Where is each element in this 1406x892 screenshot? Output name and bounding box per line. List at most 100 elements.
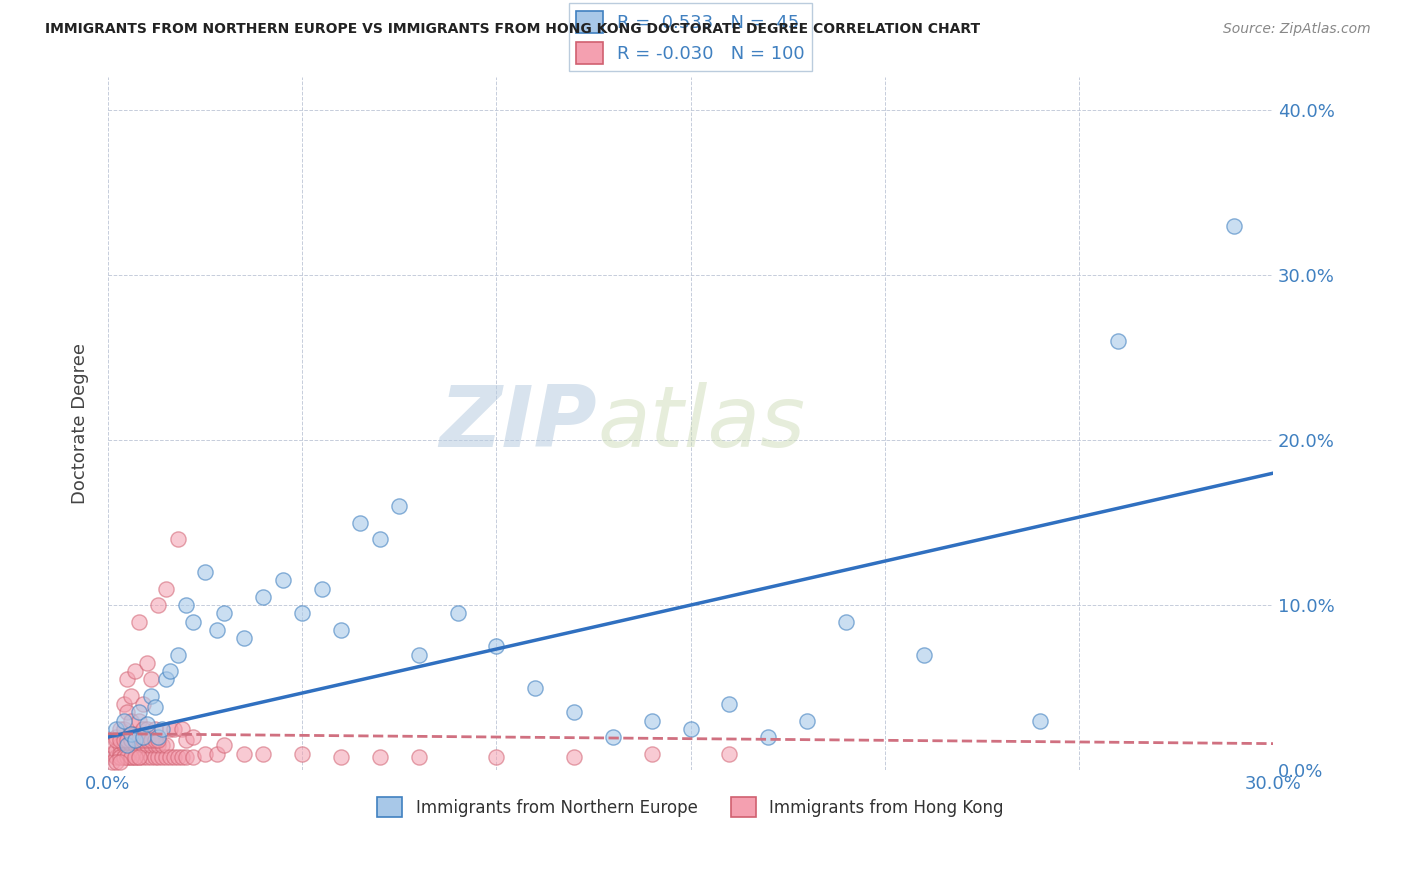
Point [135,722,157,736]
Point [132,730,155,744]
Legend: Immigrants from Northern Europe, Immigrants from Hong Kong: Immigrants from Northern Europe, Immigra… [371,790,1011,824]
Point [349,516,371,530]
Point [330,749,353,764]
Point [104,755,127,769]
Point [120,749,142,764]
Point [174,733,197,747]
Point [602,730,624,744]
Point [124,749,146,764]
Point [368,749,391,764]
Point [1029,714,1052,728]
Point [912,648,935,662]
Point [170,749,193,764]
Point [117,743,139,757]
Point [148,598,170,612]
Point [132,733,155,747]
Point [143,738,166,752]
Point [388,499,411,513]
Point [117,749,139,764]
Point [148,733,170,747]
Point [232,631,254,645]
Point [446,607,468,621]
Point [120,738,142,752]
Point [143,700,166,714]
Point [112,738,135,752]
Point [139,733,162,747]
Point [104,749,127,764]
Point [108,722,131,736]
Point [252,590,274,604]
Point [291,747,314,761]
Point [408,648,430,662]
Text: atlas: atlas [598,382,806,466]
Point [1107,334,1129,349]
Point [167,532,190,546]
Point [163,722,186,736]
Point [1223,219,1246,233]
Point [104,730,127,744]
Point [117,749,139,764]
Point [117,738,139,752]
Point [135,733,157,747]
Point [112,749,135,764]
Point [124,733,146,747]
Point [108,755,131,769]
Point [124,733,146,747]
Text: Source: ZipAtlas.com: Source: ZipAtlas.com [1223,22,1371,37]
Point [368,532,391,546]
Point [120,727,142,741]
Point [124,664,146,678]
Point [159,749,181,764]
Point [194,747,217,761]
Point [155,582,177,596]
Point [174,598,197,612]
Point [167,749,190,764]
Point [132,738,155,752]
Point [155,673,177,687]
Text: ZIP: ZIP [440,382,598,466]
Point [796,714,818,728]
Point [120,727,142,741]
Point [108,749,131,764]
Point [135,749,157,764]
Point [252,747,274,761]
Point [205,623,228,637]
Point [104,722,127,736]
Point [562,706,585,720]
Point [485,640,508,654]
Point [128,714,150,728]
Point [148,749,170,764]
Point [128,706,150,720]
Point [194,565,217,579]
Point [143,749,166,764]
Point [112,722,135,736]
Point [112,749,135,764]
Point [167,648,190,662]
Point [132,749,155,764]
Point [159,664,181,678]
Point [120,714,142,728]
Point [271,574,294,588]
Point [139,689,162,703]
Point [163,749,186,764]
Point [291,607,314,621]
Point [120,689,142,703]
Point [143,722,166,736]
Point [112,697,135,711]
Point [101,747,124,761]
Point [524,681,547,695]
Point [108,747,131,761]
Point [128,749,150,764]
Point [128,749,150,764]
Point [214,738,236,752]
Point [139,673,162,687]
Point [205,747,228,761]
Point [117,730,139,744]
Point [101,755,124,769]
Point [132,697,155,711]
Point [562,749,585,764]
Point [139,749,162,764]
Point [155,738,177,752]
Point [170,722,193,736]
Point [135,738,157,752]
